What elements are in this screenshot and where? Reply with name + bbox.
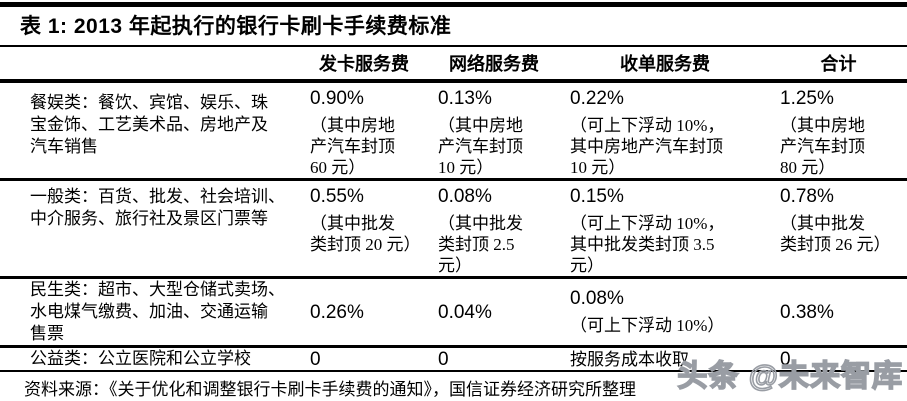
table-row: 公益类：公立医院和公立学校 0 0 按服务成本收取 0 [0,347,907,372]
fee-value: 0.78% [780,186,834,207]
fee-value: 0.08% [570,288,624,309]
table-row: 一般类：百货、批发、社会培训、 中介服务、旅行社及景区门票等 0.55% （其中… [0,180,907,278]
fee-value: 0.15% [570,186,624,207]
fee-value: 按服务成本收取 [570,349,689,369]
fee-value: 0.22% [570,88,624,109]
fee-cell: 0 [770,347,907,372]
fee-cell: 0.38% [770,278,907,347]
fee-note: （其中房地 产汽车封顶 80 元） [780,116,865,177]
fee-table: 发卡服务费 网络服务费 收单服务费 合计 餐娱类：餐饮、宾馆、娱乐、珠 宝金饰、… [0,47,907,372]
fee-cell: 按服务成本收取 [560,347,770,372]
fee-note: （其中批发 类封顶 20 元） [310,214,421,254]
fee-value: 0 [780,348,791,370]
fee-cell: 0.08% （可上下浮动 10%） [560,278,770,347]
fee-note: （其中批发 类封顶 2.5 元） [438,214,523,275]
source-note: 资料来源：《关于优化和调整银行卡刷卡手续费的通知》，国信证券经济研究所整理 [24,380,636,399]
watermark: 头条 @未来智库 [677,359,903,394]
fee-value: 1.25% [780,88,834,109]
fee-cell: 0 [428,347,560,372]
fee-cell: 0 [300,347,428,372]
fee-note: （可上下浮动 10%） [570,316,725,335]
fee-value: 0.04% [438,301,492,323]
column-header-total: 合计 [820,54,857,74]
fee-value: 0.90% [310,88,364,109]
fee-cell: 0.22% （可上下浮动 10%， 其中房地产汽车封顶 10 元） [560,81,770,180]
header-row: 发卡服务费 网络服务费 收单服务费 合计 [0,47,907,81]
fee-value: 0 [438,348,449,370]
category-cell: 一般类：百货、批发、社会培训、 中介服务、旅行社及景区门票等 [30,187,285,228]
fee-cell: 0.08% （其中批发 类封顶 2.5 元） [428,180,560,278]
fee-note: （其中房地 产汽车封顶 10 元） [438,116,523,177]
column-header-category [0,47,300,81]
fee-cell: 0.26% [300,278,428,347]
column-header-issuing-fee: 发卡服务费 [319,54,409,74]
table-row: 民生类：超市、大型仓储式卖场、 水电煤气缴费、加油、交通运输 售票 0.26% … [0,278,907,347]
fee-value: 0.13% [438,88,492,109]
fee-cell: 1.25% （其中房地 产汽车封顶 80 元） [770,81,907,180]
fee-cell: 0.15% （可上下浮动 10%， 其中批发类封顶 3.5 元） [560,180,770,278]
column-header-network-fee: 网络服务费 [449,54,539,74]
fee-note: （其中批发 类封顶 26 元） [780,214,891,254]
fee-value: 0 [310,348,321,370]
category-cell: 民生类：超市、大型仓储式卖场、 水电煤气缴费、加油、交通运输 售票 [30,280,285,343]
top-rule [0,2,907,7]
fee-cell: 0.13% （其中房地 产汽车封顶 10 元） [428,81,560,180]
page-title: 表 1: 2013 年起执行的银行卡刷卡手续费标准 [20,15,452,38]
fee-cell: 0.90% （其中房地 产汽车封顶 60 元） [300,81,428,180]
fee-cell: 0.04% [428,278,560,347]
category-cell: 餐娱类：餐饮、宾馆、娱乐、珠 宝金饰、工艺美术品、房地产及 汽车销售 [30,93,268,156]
fee-note: （其中房地 产汽车封顶 60 元） [310,116,395,177]
title-divider [0,45,907,47]
table-row: 餐娱类：餐饮、宾馆、娱乐、珠 宝金饰、工艺美术品、房地产及 汽车销售 0.90%… [0,81,907,180]
fee-cell: 0.78% （其中批发 类封顶 26 元） [770,180,907,278]
fee-value: 0.26% [310,301,364,323]
fee-value: 0.38% [780,301,834,323]
column-header-acquiring-fee: 收单服务费 [620,54,710,74]
fee-note: （可上下浮动 10%， 其中房地产汽车封顶 10 元） [570,116,725,177]
fee-value: 0.08% [438,186,492,207]
fee-note: （可上下浮动 10%， 其中批发类封顶 3.5 元） [570,214,725,275]
category-cell: 公益类：公立医院和公立学校 [30,349,251,368]
fee-cell: 0.55% （其中批发 类封顶 20 元） [300,180,428,278]
fee-value: 0.55% [310,186,364,207]
